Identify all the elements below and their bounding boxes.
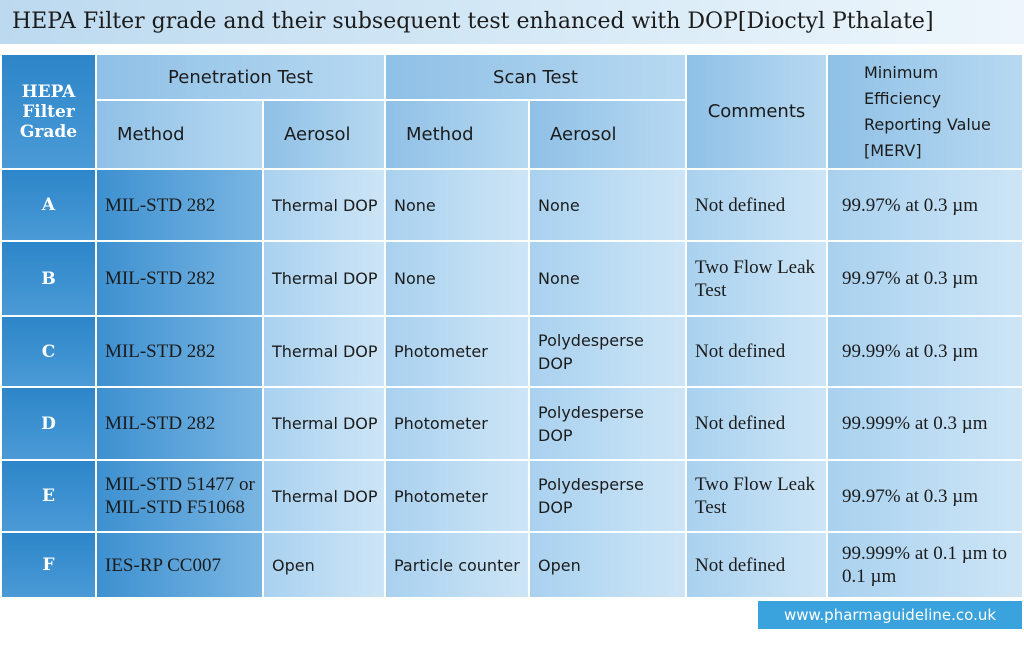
table-cell: MIL-STD 282	[97, 388, 262, 459]
grade-header: HEPA Filter Grade	[2, 55, 95, 168]
grade-cell: C	[2, 317, 95, 386]
table-cell: Not defined	[687, 170, 826, 240]
table-cell: 99.999% at 0.3 µm	[828, 388, 1022, 459]
table-cell: Thermal DOP	[264, 461, 384, 531]
subcolumn-header: Method	[386, 101, 528, 168]
title: HEPA Filter grade and their subsequent t…	[0, 0, 1024, 44]
subcolumn-header: Aerosol	[264, 101, 384, 168]
table-cell: Open	[264, 533, 384, 597]
grade-cell: D	[2, 388, 95, 459]
table-cell: None	[530, 170, 685, 240]
table-cell: 99.97% at 0.3 µm	[828, 461, 1022, 531]
table-cell: 99.999% at 0.1 µm to 0.1 µm	[828, 533, 1022, 597]
table-cell: MIL-STD 51477 or MIL-STD F51068	[97, 461, 262, 531]
table-cell: 99.97% at 0.3 µm	[828, 242, 1022, 315]
table-cell: Two Flow Leak Test	[687, 242, 826, 315]
table-cell: None	[530, 242, 685, 315]
table-cell: Not defined	[687, 533, 826, 597]
table-cell: None	[386, 242, 528, 315]
table-cell: Polydesperse DOP	[530, 461, 685, 531]
table-cell: Thermal DOP	[264, 388, 384, 459]
table-cell: MIL-STD 282	[97, 317, 262, 386]
table-cell: MIL-STD 282	[97, 170, 262, 240]
table-cell: Photometer	[386, 461, 528, 531]
grade-cell: E	[2, 461, 95, 531]
subcolumn-header: Method	[97, 101, 262, 168]
table-cell: Not defined	[687, 388, 826, 459]
table-cell: Thermal DOP	[264, 242, 384, 315]
subcolumn-header: Aerosol	[530, 101, 685, 168]
table-cell: 99.99% at 0.3 µm	[828, 317, 1022, 386]
table-cell: Two Flow Leak Test	[687, 461, 826, 531]
table-cell: Photometer	[386, 388, 528, 459]
table-cell: Open	[530, 533, 685, 597]
table-cell: Photometer	[386, 317, 528, 386]
table-cell: MIL-STD 282	[97, 242, 262, 315]
grade-cell: F	[2, 533, 95, 597]
table-cell: None	[386, 170, 528, 240]
group-header: Penetration Test	[97, 55, 384, 99]
website-link[interactable]: www.pharmaguideline.co.uk	[758, 601, 1022, 629]
table-cell: Polydesperse DOP	[530, 388, 685, 459]
group-header: Scan Test	[386, 55, 685, 99]
table-cell: Thermal DOP	[264, 317, 384, 386]
column-header: Comments	[687, 55, 826, 168]
grade-cell: A	[2, 170, 95, 240]
table-cell: Thermal DOP	[264, 170, 384, 240]
grade-cell: B	[2, 242, 95, 315]
table-cell: IES-RP CC007	[97, 533, 262, 597]
table-cell: Not defined	[687, 317, 826, 386]
table-cell: 99.97% at 0.3 µm	[828, 170, 1022, 240]
column-header: Minimum Efficiency Reporting Value [MERV…	[828, 55, 1022, 168]
table-cell: Particle counter	[386, 533, 528, 597]
table-cell: Polydesperse DOP	[530, 317, 685, 386]
